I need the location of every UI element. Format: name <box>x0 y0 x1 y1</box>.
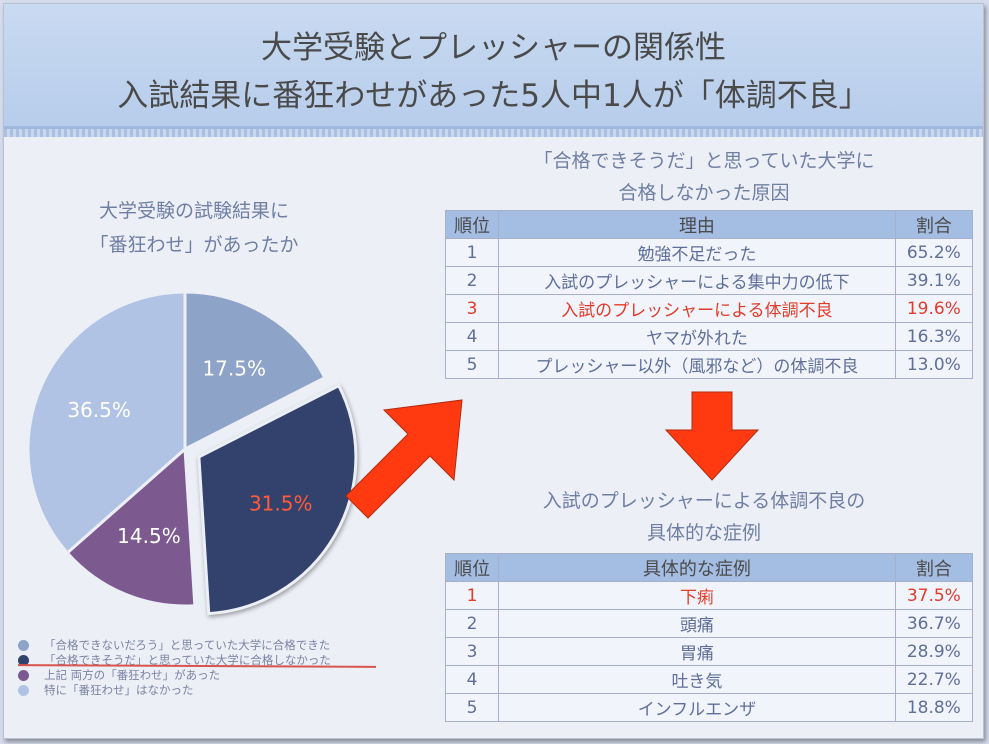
percent-cell: 36.7% <box>894 609 974 638</box>
rank-cell: 4 <box>444 322 500 351</box>
pie-question-line-1: 大学受験の試験結果に <box>98 200 289 222</box>
symptom-cell: インフルエンザ <box>498 693 896 722</box>
symptom-cell: 頭痛 <box>498 609 896 638</box>
table-header-row: 順位 理由 割合 <box>444 210 974 239</box>
legend-item: 上記 両方の「番狂わせ」があった <box>18 668 398 683</box>
legend-label: 「合格できないだろう」と思っていた大学に合格できた <box>44 638 331 652</box>
rank-cell: 4 <box>444 665 500 694</box>
reason-cell: 勉強不足だった <box>498 238 896 267</box>
pie-chart: 17.5% 31.5% 14.5% 36.5% <box>26 290 358 616</box>
down-arrow-icon <box>664 391 760 481</box>
table2-caption-line-2: 具体的な症例 <box>646 522 761 544</box>
pie-slice <box>65 445 197 608</box>
table-row: 2 頭痛 36.7% <box>444 609 974 638</box>
column-header-rank: 順位 <box>444 553 500 582</box>
symptom-cell: 下痢 <box>498 581 896 610</box>
table-row: 4 吐き気 22.7% <box>444 665 974 694</box>
column-header-rank: 順位 <box>444 210 500 239</box>
reasons-table: 順位 理由 割合 1 勉強不足だった 65.2% 2 入試のプレッシャーによる集… <box>444 210 974 379</box>
percent-cell: 18.8% <box>894 693 974 722</box>
percent-cell: 16.3% <box>894 322 974 351</box>
legend-item: 特に「番狂わせ」はなかった <box>18 683 398 698</box>
title-divider <box>4 129 983 137</box>
legend-label: 「合格できそうだ」と思っていた大学に合格しなかった <box>44 653 331 667</box>
pie-slice-label: 36.5% <box>67 398 131 422</box>
title-banner: 大学受験とプレッシャーの関係性 入試結果に番狂わせがあった5人中1人が「体調不良… <box>4 4 983 129</box>
symptom-cell: 吐き気 <box>498 665 896 694</box>
reason-cell: 入試のプレッシャーによる集中力の低下 <box>498 266 896 295</box>
rank-cell: 3 <box>444 294 500 323</box>
legend-item: 「合格できないだろう」と思っていた大学に合格できた <box>18 638 398 653</box>
pie-slice-label: 31.5% <box>249 492 313 516</box>
pie-legend: 「合格できないだろう」と思っていた大学に合格できた 「合格できそうだ」と思ってい… <box>17 638 398 698</box>
pie-slice <box>183 290 327 452</box>
diagonal-arrow-icon <box>345 399 463 519</box>
rank-cell: 3 <box>444 637 500 666</box>
table-header-row: 順位 具体的な症例 割合 <box>444 553 974 582</box>
percent-cell: 37.5% <box>894 581 974 610</box>
column-header-percent: 割合 <box>894 553 974 582</box>
percent-cell: 13.0% <box>894 350 974 379</box>
legend-swatch <box>18 685 29 696</box>
slide: 大学受験とプレッシャーの関係性 入試結果に番狂わせがあった5人中1人が「体調不良… <box>3 3 984 739</box>
table-row: 5 インフルエンザ 18.8% <box>444 693 974 722</box>
down-arrow-shape <box>664 391 760 481</box>
table1-caption-line-1: 「合格できそうだ」と思っていた大学に <box>533 150 875 172</box>
symptom-cell: 胃痛 <box>498 637 896 666</box>
legend-swatch <box>18 670 29 681</box>
table-row: 5 プレッシャー以外（風邪など）の体調不良 13.0% <box>444 350 974 379</box>
column-header-reason: 理由 <box>498 210 896 239</box>
reason-cell: 入試のプレッシャーによる体調不良 <box>498 294 896 323</box>
rank-cell: 5 <box>444 350 500 379</box>
rank-cell: 2 <box>444 266 500 295</box>
table-row: 2 入試のプレッシャーによる集中力の低下 39.1% <box>444 266 974 295</box>
percent-cell: 39.1% <box>894 266 974 295</box>
table-row-highlighted: 1 下痢 37.5% <box>444 581 974 610</box>
legend-label: 特に「番狂わせ」はなかった <box>44 683 194 697</box>
rank-cell: 2 <box>444 609 500 638</box>
legend-swatch <box>18 655 29 666</box>
percent-cell: 22.7% <box>894 665 974 694</box>
percent-cell: 65.2% <box>894 238 974 267</box>
percent-cell: 19.6% <box>894 294 974 323</box>
legend-label: 上記 両方の「番狂わせ」があった <box>44 668 221 682</box>
title-line-2: 入試結果に番狂わせがあった5人中1人が「体調不良」 <box>117 78 870 114</box>
table-row: 1 勉強不足だった 65.2% <box>444 238 974 267</box>
diagonal-arrow-shape <box>345 399 463 519</box>
symptoms-table: 順位 具体的な症例 割合 1 下痢 37.5% 2 頭痛 36.7% 3 胃痛 … <box>444 553 974 722</box>
title-line-1: 大学受験とプレッシャーの関係性 <box>261 30 726 66</box>
table-row: 4 ヤマが外れた 16.3% <box>444 322 974 351</box>
rank-cell: 1 <box>444 238 500 267</box>
legend-item: 「合格できそうだ」と思っていた大学に合格しなかった <box>18 653 398 668</box>
table2-caption-line-1: 入試のプレッシャーによる体調不良の <box>542 490 866 512</box>
table1-caption-line-2: 合格しなかった原因 <box>618 182 790 204</box>
legend-swatch <box>18 640 29 651</box>
rank-cell: 1 <box>444 581 500 610</box>
percent-cell: 28.9% <box>894 637 974 666</box>
pie-slice-label: 17.5% <box>202 357 266 381</box>
pie-slice <box>197 383 358 616</box>
reason-cell: プレッシャー以外（風邪など）の体調不良 <box>498 350 896 379</box>
column-header-symptom: 具体的な症例 <box>498 553 896 582</box>
column-header-percent: 割合 <box>894 210 974 239</box>
pie-slice <box>26 290 187 555</box>
pie-question-line-2: 「番狂わせ」があったか <box>89 234 299 256</box>
table-row-highlighted: 3 入試のプレッシャーによる体調不良 19.6% <box>444 294 974 323</box>
reason-cell: ヤマが外れた <box>498 322 896 351</box>
pie-slice-label: 14.5% <box>117 524 181 548</box>
rank-cell: 5 <box>444 693 500 722</box>
table-row: 3 胃痛 28.9% <box>444 637 974 666</box>
